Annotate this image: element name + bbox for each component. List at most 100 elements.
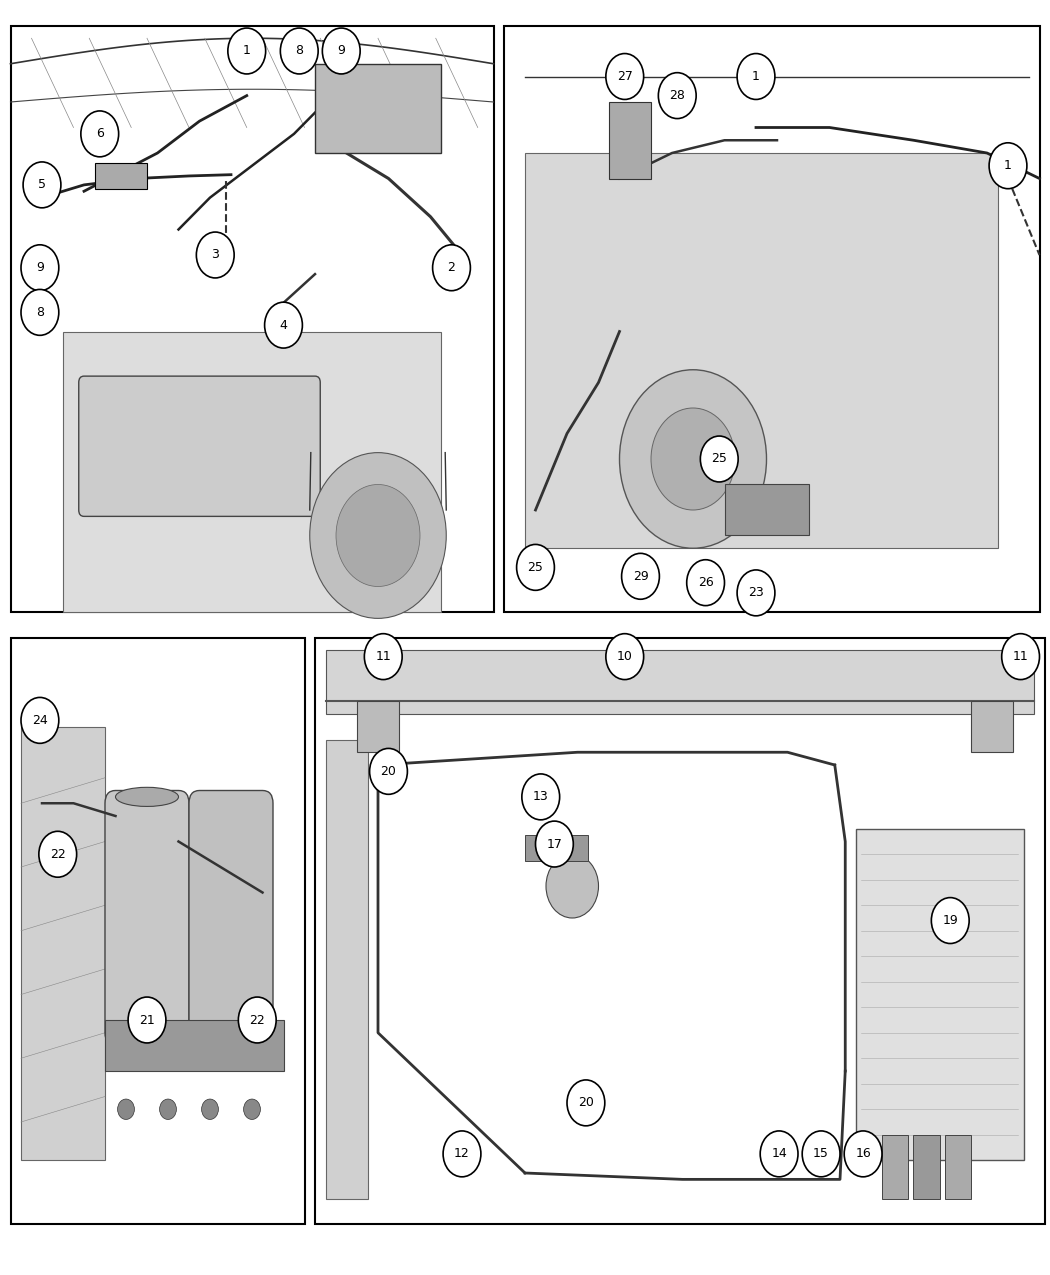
Circle shape — [244, 1099, 260, 1119]
Circle shape — [81, 111, 119, 157]
Text: 2: 2 — [447, 261, 456, 274]
Circle shape — [687, 560, 724, 606]
Bar — [914, 1135, 940, 1198]
Text: 25: 25 — [527, 561, 544, 574]
Circle shape — [989, 143, 1027, 189]
Circle shape — [622, 553, 659, 599]
Circle shape — [265, 302, 302, 348]
Circle shape — [370, 748, 407, 794]
Bar — [105, 1020, 284, 1071]
Bar — [609, 102, 651, 178]
Circle shape — [620, 370, 766, 548]
Circle shape — [280, 28, 318, 74]
Bar — [326, 740, 368, 1198]
Circle shape — [433, 245, 470, 291]
Circle shape — [23, 162, 61, 208]
Bar — [10, 26, 493, 612]
Bar — [10, 638, 304, 1224]
Circle shape — [658, 73, 696, 119]
Bar — [21, 727, 105, 1160]
Circle shape — [522, 774, 560, 820]
Text: 29: 29 — [632, 570, 649, 583]
Text: 19: 19 — [943, 914, 958, 927]
Bar — [326, 650, 1034, 714]
Bar — [882, 1135, 908, 1198]
Text: 12: 12 — [454, 1148, 470, 1160]
Circle shape — [196, 232, 234, 278]
Circle shape — [536, 821, 573, 867]
Circle shape — [21, 289, 59, 335]
Circle shape — [228, 28, 266, 74]
Circle shape — [737, 570, 775, 616]
Text: 13: 13 — [532, 790, 548, 803]
Text: 5: 5 — [38, 179, 46, 191]
Circle shape — [160, 1099, 176, 1119]
Circle shape — [844, 1131, 882, 1177]
Circle shape — [651, 408, 735, 510]
Text: 15: 15 — [813, 1148, 830, 1160]
Text: 14: 14 — [771, 1148, 788, 1160]
Circle shape — [128, 997, 166, 1043]
Text: 9: 9 — [36, 261, 44, 274]
Text: 3: 3 — [211, 249, 219, 261]
Bar — [315, 638, 1045, 1224]
Text: 22: 22 — [50, 848, 65, 861]
Text: 23: 23 — [748, 586, 764, 599]
Text: 24: 24 — [32, 714, 48, 727]
Text: 20: 20 — [380, 765, 397, 778]
Text: 27: 27 — [616, 70, 633, 83]
FancyBboxPatch shape — [79, 376, 320, 516]
Bar — [63, 332, 441, 612]
Bar — [504, 26, 1040, 612]
Bar — [525, 835, 588, 861]
Text: 1: 1 — [243, 45, 251, 57]
Ellipse shape — [116, 787, 178, 807]
Text: 20: 20 — [578, 1096, 594, 1109]
Circle shape — [931, 898, 969, 944]
Circle shape — [700, 436, 738, 482]
Text: 8: 8 — [295, 45, 303, 57]
Circle shape — [336, 484, 420, 586]
Circle shape — [737, 54, 775, 99]
Bar — [315, 64, 441, 153]
Text: 11: 11 — [376, 650, 391, 663]
Circle shape — [1002, 634, 1040, 680]
Circle shape — [21, 245, 59, 291]
Circle shape — [760, 1131, 798, 1177]
Circle shape — [443, 1131, 481, 1177]
Text: 9: 9 — [337, 45, 345, 57]
Circle shape — [517, 544, 554, 590]
Circle shape — [39, 831, 77, 877]
Text: 16: 16 — [855, 1148, 870, 1160]
Text: 28: 28 — [669, 89, 686, 102]
FancyBboxPatch shape — [189, 790, 273, 1046]
Bar — [525, 153, 998, 548]
Circle shape — [322, 28, 360, 74]
Circle shape — [21, 697, 59, 743]
Text: 25: 25 — [711, 453, 728, 465]
Text: 21: 21 — [139, 1014, 155, 1026]
Text: 22: 22 — [250, 1014, 265, 1026]
Text: 1: 1 — [752, 70, 760, 83]
Bar — [856, 829, 1024, 1160]
Circle shape — [364, 634, 402, 680]
Text: 4: 4 — [279, 319, 288, 332]
Circle shape — [567, 1080, 605, 1126]
Bar — [724, 484, 809, 536]
Text: 10: 10 — [616, 650, 633, 663]
Bar — [94, 163, 147, 189]
Circle shape — [238, 997, 276, 1043]
Circle shape — [606, 54, 644, 99]
Bar — [357, 701, 399, 752]
Text: 17: 17 — [546, 838, 563, 850]
FancyBboxPatch shape — [105, 790, 189, 1046]
Circle shape — [310, 453, 446, 618]
Bar — [971, 701, 1013, 752]
Circle shape — [202, 1099, 218, 1119]
Text: 1: 1 — [1004, 159, 1012, 172]
Bar — [945, 1135, 971, 1198]
Circle shape — [606, 634, 644, 680]
Circle shape — [802, 1131, 840, 1177]
Text: 8: 8 — [36, 306, 44, 319]
Circle shape — [118, 1099, 134, 1119]
